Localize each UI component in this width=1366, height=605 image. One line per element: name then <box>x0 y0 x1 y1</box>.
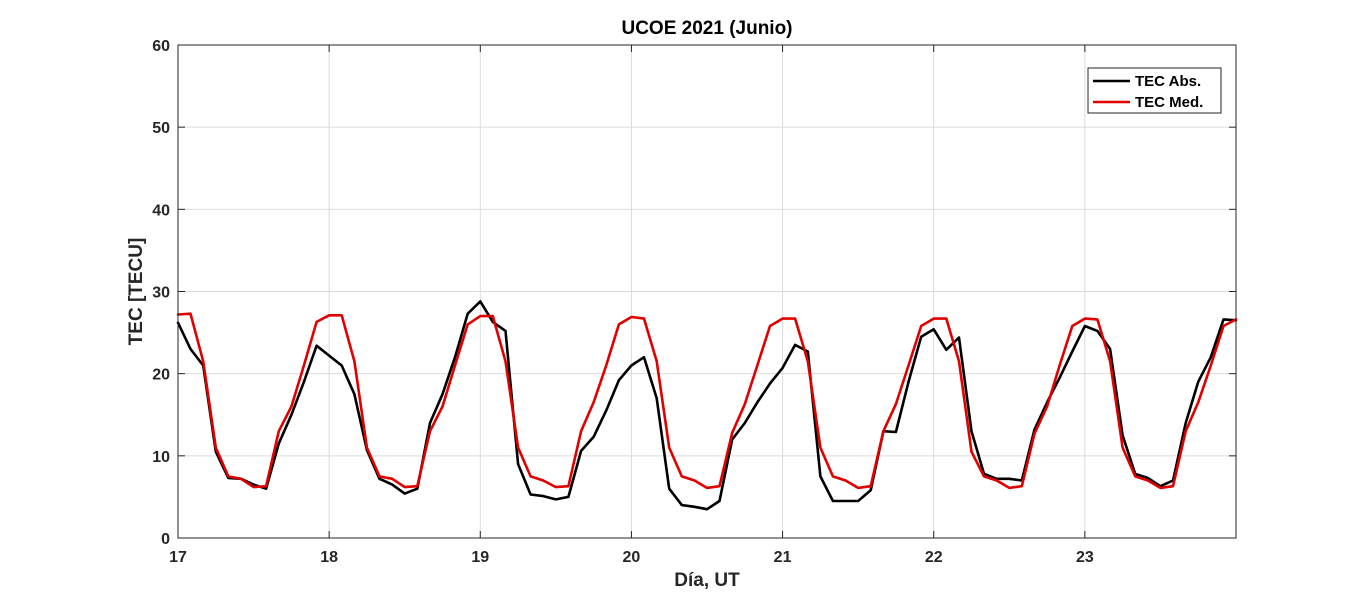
x-axis-title: Día, UT <box>674 570 740 591</box>
legend: TEC Abs. TEC Med. <box>1087 67 1222 114</box>
legend-box <box>1087 67 1222 114</box>
x-tick-label: 20 <box>623 549 641 566</box>
y-tick-label: 20 <box>152 367 170 384</box>
x-tick-label: 19 <box>471 549 489 566</box>
grid-lines <box>178 45 1236 538</box>
series-line-tec-abs <box>176 300 1238 511</box>
axis-ticks: 0 10 20 30 40 50 60 17 18 19 20 21 22 23 <box>152 38 1236 566</box>
series-layer <box>176 300 1238 511</box>
y-tick-label: 50 <box>152 120 170 137</box>
y-axis-title: TEC [TECU] <box>126 238 147 346</box>
chart-title: UCOE 2021 (Junio) <box>621 18 792 39</box>
y-tick-label: 0 <box>161 531 170 548</box>
x-tick-label: 18 <box>320 549 338 566</box>
x-tick-label: 22 <box>925 549 943 566</box>
legend-label: TEC Med. <box>1135 94 1203 111</box>
x-tick-label: 21 <box>774 549 792 566</box>
y-tick-label: 10 <box>152 449 170 466</box>
x-tick-label: 17 <box>169 549 187 566</box>
y-tick-label: 30 <box>152 285 170 302</box>
x-tick-label: 23 <box>1076 549 1094 566</box>
y-tick-label: 40 <box>152 202 170 219</box>
y-tick-label: 60 <box>152 38 170 55</box>
series-line-tec-med <box>176 312 1238 490</box>
legend-label: TEC Abs. <box>1135 73 1201 90</box>
